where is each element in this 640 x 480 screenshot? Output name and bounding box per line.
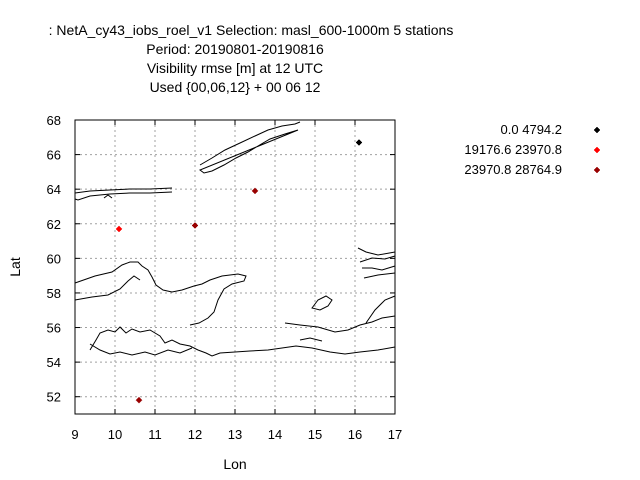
y-axis-label: Lat [7, 257, 23, 277]
coastline [284, 295, 396, 333]
coastline-map [74, 121, 396, 357]
legend-label: 19176.6 23970.8 [464, 142, 562, 157]
coastline [299, 337, 323, 342]
y-tick-label: 56 [47, 321, 61, 336]
x-tick-label: 10 [108, 427, 122, 442]
coastline [74, 275, 141, 301]
tick-labels: 9 10 11 12 13 14 15 16 17 52 54 56 58 60 62 64 66 68 [47, 113, 403, 442]
data-point [135, 396, 143, 404]
coastline [89, 326, 396, 357]
title-line: Used {00,06,12} + 00 06 12 [150, 79, 321, 95]
title-line: : NetA_cy43_iobs_roel_v1 Selection: masl… [49, 22, 454, 38]
title-line: Period: 20190801-20190816 [146, 41, 324, 57]
x-tick-label: 9 [71, 427, 78, 442]
y-tick-label: 60 [47, 251, 61, 266]
plot-frame [74, 119, 396, 415]
legend-label: 0.0 4794.2 [501, 122, 562, 137]
data-point [115, 225, 123, 233]
x-tick-label: 15 [308, 427, 322, 442]
x-tick-label: 16 [348, 427, 362, 442]
coastline [198, 121, 301, 174]
x-tick-label: 17 [388, 427, 402, 442]
y-tick-label: 66 [47, 148, 61, 163]
y-tick-label: 58 [47, 286, 61, 301]
coastline [74, 187, 173, 201]
coastline [103, 194, 113, 199]
x-tick-label: 11 [148, 427, 162, 442]
legend-marker [593, 126, 601, 134]
data-point [251, 187, 259, 195]
data-point [191, 222, 199, 229]
coastline [357, 247, 396, 279]
legend-label: 23970.8 28764.9 [464, 162, 562, 177]
legend-marker [593, 166, 601, 174]
title-line: Visibility rmse [m] at 12 UTC [147, 60, 323, 76]
y-tick-label: 62 [47, 217, 61, 232]
x-tick-label: 13 [228, 427, 242, 442]
legend-marker [593, 146, 601, 154]
x-axis-label: Lon [223, 456, 246, 472]
y-tick-label: 68 [47, 113, 61, 128]
data-points [115, 139, 363, 404]
x-tick-label: 12 [188, 427, 202, 442]
y-tick-label: 52 [47, 390, 61, 405]
legend: 0.0 4794.2 19176.6 23970.8 23970.8 28764.9 [464, 122, 601, 177]
y-tick-label: 54 [47, 355, 61, 370]
coastline [74, 261, 247, 326]
data-point [355, 139, 363, 146]
chart-title: : NetA_cy43_iobs_roel_v1 Selection: masl… [49, 22, 454, 95]
coastline [89, 343, 193, 356]
x-tick-label: 14 [268, 427, 282, 442]
y-tick-label: 64 [47, 182, 61, 197]
grid [75, 120, 395, 414]
coastline [311, 295, 333, 311]
